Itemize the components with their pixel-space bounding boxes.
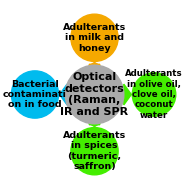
FancyArrow shape: [84, 119, 105, 127]
Text: Optical
detectors
(Raman,
IR and SPR: Optical detectors (Raman, IR and SPR: [60, 72, 129, 117]
Circle shape: [11, 71, 59, 118]
Circle shape: [71, 128, 118, 175]
Text: Adulterants
in olive oil,
clove oil,
coconut
water: Adulterants in olive oil, clove oil, coc…: [125, 69, 183, 120]
FancyArrow shape: [84, 62, 105, 70]
Circle shape: [65, 65, 124, 124]
Circle shape: [71, 14, 118, 61]
FancyArrow shape: [60, 84, 67, 105]
Text: Adulterants
in spices
(turmeric,
saffron): Adulterants in spices (turmeric, saffron…: [63, 131, 126, 171]
Text: Bacterial
contaminati
on in food: Bacterial contaminati on in food: [3, 80, 67, 109]
FancyArrow shape: [124, 84, 131, 105]
Text: Adulterants
in milk and
honey: Adulterants in milk and honey: [63, 23, 126, 53]
Circle shape: [132, 73, 176, 116]
